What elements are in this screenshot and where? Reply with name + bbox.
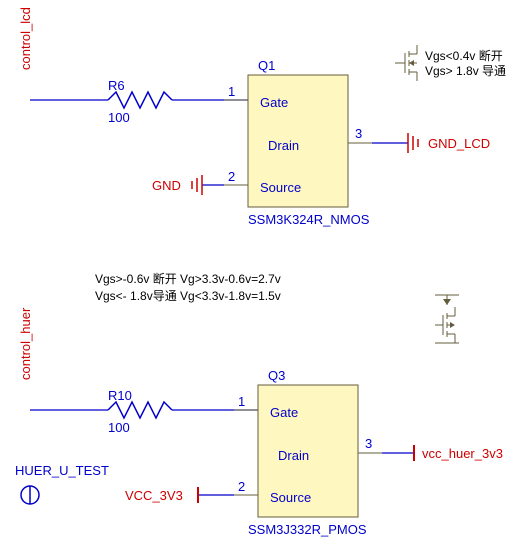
pin-name: Drain	[278, 448, 309, 463]
pin-number: 1	[228, 84, 235, 99]
vcc-huer-symbol: vcc_huer_3v3	[382, 445, 503, 461]
note: Vgs<0.4v 断开	[425, 48, 503, 63]
resistor-value: 100	[108, 110, 130, 125]
net-control-lcd: control_lcd	[18, 7, 33, 70]
pin-name: Gate	[270, 405, 298, 420]
testpoint-huer: HUER_U_TEST	[15, 463, 109, 504]
resistor-r10: R10 100	[108, 388, 172, 435]
gnd-lcd-symbol: GND_LCD	[372, 133, 490, 153]
gnd-label: GND	[152, 178, 181, 193]
transistor-q1: Q1 1 Gate 3 Drain 2 Source SSM3K324R_NMO…	[224, 58, 372, 227]
note: Vgs> 1.8v 导通	[425, 64, 506, 78]
gnd-symbol: GND	[152, 175, 224, 195]
resistor-ref: R10	[108, 388, 132, 403]
testpoint-label: HUER_U_TEST	[15, 463, 109, 478]
note: Vgs>-0.6v 断开 Vg>3.3v-0.6v=2.7v	[95, 271, 281, 286]
gnd-lcd-label: GND_LCD	[428, 136, 490, 151]
vcc-3v3-symbol: VCC_3V3	[125, 487, 234, 503]
transistor-ref: Q3	[268, 368, 285, 383]
pin-number: 1	[238, 394, 245, 409]
resistor-value: 100	[108, 420, 130, 435]
note: Vgs<- 1.8v导通 Vg<3.3v-1.8v=1.5v	[95, 289, 281, 303]
transistor-ref: Q1	[258, 58, 275, 73]
pin-number: 3	[355, 126, 362, 141]
pmos-symbol-icon	[435, 295, 459, 343]
pin-name: Gate	[260, 95, 288, 110]
pin-number: 2	[238, 479, 245, 494]
transistor-type: SSM3K324R_NMOS	[248, 212, 370, 227]
pin-name: Drain	[268, 138, 299, 153]
resistor-r6: R6 100	[108, 78, 172, 125]
pin-name: Source	[260, 180, 301, 195]
vcc-label: VCC_3V3	[125, 488, 183, 503]
pin-name: Source	[270, 490, 311, 505]
transistor-type: SSM3J332R_PMOS	[248, 522, 367, 537]
pin-number: 2	[228, 169, 235, 184]
schematic-canvas: control_lcd R6 100 Q1 1 Gate 3 Drain 2 S…	[0, 0, 527, 556]
net-control-huer: control_huer	[18, 307, 33, 380]
nmos-symbol-icon	[395, 45, 417, 81]
vcc-huer-label: vcc_huer_3v3	[422, 446, 503, 461]
transistor-q3: Q3 1 Gate 3 Drain 2 Source SSM3J332R_PMO…	[234, 368, 382, 537]
resistor-ref: R6	[108, 78, 125, 93]
pin-number: 3	[365, 436, 372, 451]
